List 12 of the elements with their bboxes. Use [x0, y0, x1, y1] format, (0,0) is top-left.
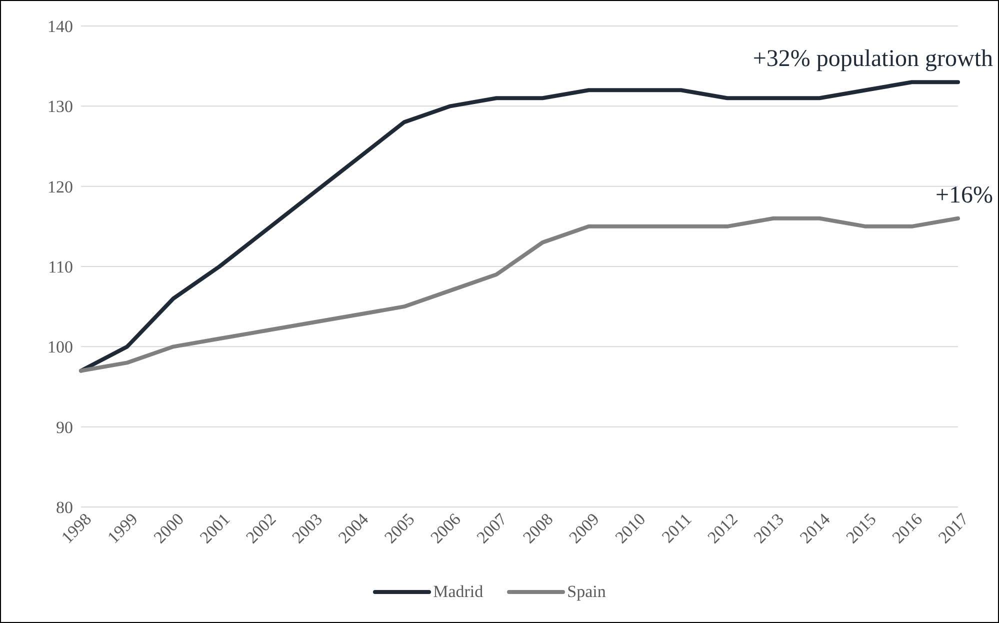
- y-tick-label: 100: [48, 338, 73, 357]
- annotation: +16%: [935, 182, 994, 208]
- legend-label: Madrid: [433, 582, 484, 602]
- annotation: +32% population growth: [752, 46, 993, 72]
- y-tick-label: 90: [56, 418, 73, 437]
- legend-label: Spain: [567, 582, 606, 602]
- y-tick-label: 140: [48, 17, 73, 36]
- y-tick-label: 120: [48, 177, 73, 196]
- y-tick-label: 110: [48, 258, 73, 277]
- y-tick-label: 130: [48, 97, 73, 116]
- y-tick-label: 80: [56, 498, 73, 518]
- line-series: [79, 216, 960, 373]
